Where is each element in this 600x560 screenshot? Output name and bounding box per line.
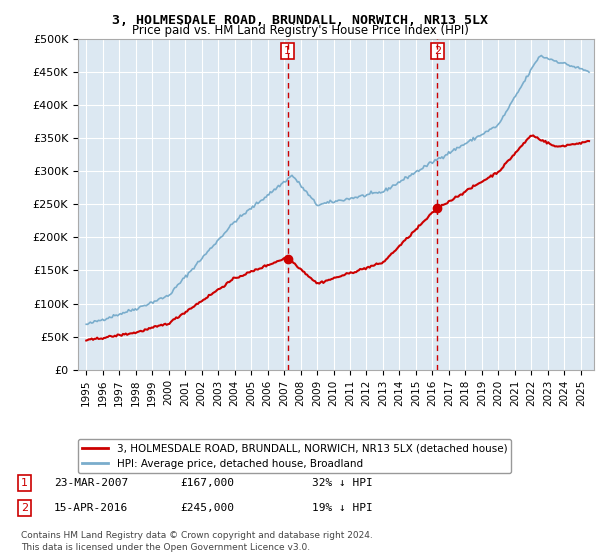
Text: 23-MAR-2007: 23-MAR-2007 bbox=[54, 478, 128, 488]
Text: 1: 1 bbox=[21, 478, 28, 488]
Legend: 3, HOLMESDALE ROAD, BRUNDALL, NORWICH, NR13 5LX (detached house), HPI: Average p: 3, HOLMESDALE ROAD, BRUNDALL, NORWICH, N… bbox=[78, 439, 511, 473]
Text: 15-APR-2016: 15-APR-2016 bbox=[54, 503, 128, 513]
Text: Price paid vs. HM Land Registry's House Price Index (HPI): Price paid vs. HM Land Registry's House … bbox=[131, 24, 469, 37]
Text: 2: 2 bbox=[21, 503, 28, 513]
Text: £245,000: £245,000 bbox=[180, 503, 234, 513]
Text: Contains HM Land Registry data © Crown copyright and database right 2024.: Contains HM Land Registry data © Crown c… bbox=[21, 531, 373, 540]
Text: 32% ↓ HPI: 32% ↓ HPI bbox=[312, 478, 373, 488]
Text: 19% ↓ HPI: 19% ↓ HPI bbox=[312, 503, 373, 513]
Text: 1: 1 bbox=[284, 46, 291, 56]
Text: 2: 2 bbox=[434, 46, 441, 56]
Text: £167,000: £167,000 bbox=[180, 478, 234, 488]
Text: 3, HOLMESDALE ROAD, BRUNDALL, NORWICH, NR13 5LX: 3, HOLMESDALE ROAD, BRUNDALL, NORWICH, N… bbox=[112, 14, 488, 27]
Text: This data is licensed under the Open Government Licence v3.0.: This data is licensed under the Open Gov… bbox=[21, 543, 310, 552]
